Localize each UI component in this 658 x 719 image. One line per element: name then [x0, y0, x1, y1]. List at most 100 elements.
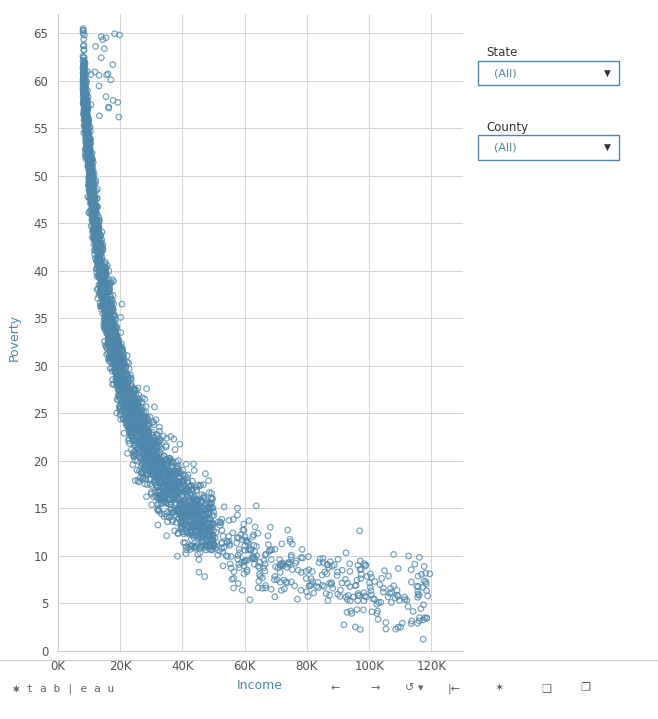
Point [78, 63, 88, 74]
Point [266, 554, 276, 565]
Point [191, 485, 201, 497]
Point [80, 147, 91, 158]
Point [98, 280, 109, 291]
Point [148, 435, 159, 446]
Point [140, 440, 151, 452]
Point [161, 458, 171, 470]
Point [134, 446, 144, 458]
Point [199, 513, 209, 525]
Point [105, 331, 116, 343]
Point [122, 395, 132, 407]
Point [81, 94, 91, 106]
Point [205, 503, 215, 515]
Point [207, 540, 218, 551]
Point [81, 75, 91, 86]
Point [103, 313, 114, 325]
Point [108, 327, 118, 339]
Point [80, 117, 91, 129]
Point [141, 424, 151, 436]
Point [105, 313, 115, 325]
Point [86, 169, 97, 180]
Point [139, 441, 149, 453]
FancyBboxPatch shape [478, 135, 619, 160]
Point [318, 557, 328, 568]
Point [82, 125, 93, 137]
Point [134, 407, 144, 418]
Point [107, 337, 117, 349]
Point [203, 507, 214, 518]
Point [189, 517, 199, 528]
Point [84, 207, 94, 219]
Point [88, 188, 99, 199]
Point [197, 516, 207, 528]
Point [143, 431, 153, 442]
Point [195, 518, 205, 529]
Point [366, 572, 376, 583]
Point [270, 571, 280, 582]
Point [138, 445, 148, 457]
Point [81, 131, 91, 142]
Point [85, 165, 95, 177]
Point [97, 289, 108, 301]
Point [113, 377, 124, 388]
Point [84, 176, 95, 188]
Point [164, 498, 174, 510]
Point [131, 395, 141, 406]
Point [85, 174, 95, 186]
Point [85, 159, 95, 170]
Point [114, 365, 125, 377]
Point [159, 479, 169, 490]
Point [133, 420, 143, 431]
Point [94, 248, 105, 260]
Point [110, 347, 120, 358]
Point [90, 201, 101, 213]
Point [143, 430, 154, 441]
Point [224, 536, 234, 547]
Point [263, 546, 274, 557]
Point [89, 186, 99, 197]
Point [85, 174, 95, 186]
Point [78, 72, 89, 83]
Point [83, 179, 93, 191]
Point [119, 357, 130, 369]
Point [147, 429, 158, 441]
Point [97, 281, 107, 293]
Point [161, 454, 172, 465]
Point [162, 475, 172, 486]
Point [339, 619, 349, 631]
Point [123, 373, 134, 385]
Point [114, 29, 125, 41]
Point [106, 303, 116, 315]
Point [94, 255, 105, 267]
Point [200, 540, 211, 551]
Point [97, 285, 108, 296]
Point [116, 397, 126, 408]
Point [194, 528, 205, 540]
Point [105, 322, 115, 334]
Point [203, 531, 213, 543]
Point [170, 497, 181, 508]
Point [108, 305, 118, 316]
Point [133, 443, 143, 454]
Point [177, 518, 188, 529]
Point [125, 391, 136, 403]
Point [110, 328, 120, 339]
Point [208, 531, 218, 542]
Point [104, 324, 114, 335]
Point [103, 303, 113, 315]
Point [82, 140, 92, 152]
Point [90, 252, 101, 264]
Point [87, 147, 97, 159]
Point [101, 269, 111, 280]
Point [193, 554, 204, 565]
Point [197, 536, 207, 547]
Point [106, 334, 116, 346]
Point [151, 454, 162, 465]
Point [136, 421, 147, 433]
Point [91, 231, 101, 242]
Point [78, 107, 89, 119]
Point [91, 233, 101, 244]
Point [80, 68, 91, 79]
Point [120, 402, 131, 413]
Point [111, 360, 122, 372]
